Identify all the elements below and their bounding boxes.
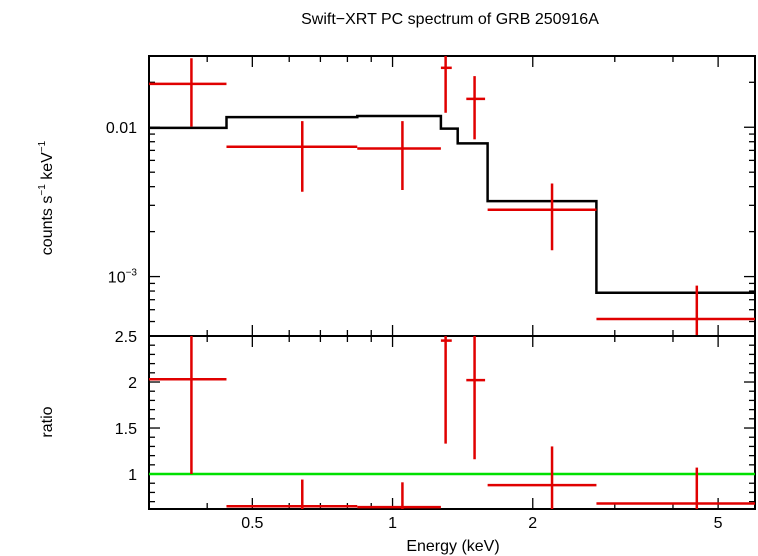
y-tick-label: 2.5 bbox=[115, 329, 137, 346]
ratio-data-point bbox=[596, 467, 755, 509]
spectrum-data-series bbox=[149, 56, 755, 336]
y-label-part: counts s bbox=[39, 196, 56, 256]
x-axis-label: Energy (keV) bbox=[406, 538, 499, 555]
spectrum-data-point bbox=[487, 183, 597, 251]
x-tick-label: 5 bbox=[714, 515, 723, 532]
x-tick-labels: 0.5 1 2 5 bbox=[241, 515, 722, 532]
model-step-line bbox=[149, 114, 755, 294]
spectrum-data-point bbox=[440, 56, 452, 113]
ratio-data-point bbox=[226, 479, 358, 509]
spectrum-data-point bbox=[596, 285, 755, 336]
ratio-data-point bbox=[149, 336, 227, 475]
ratio-axis-ticks bbox=[148, 335, 756, 509]
y-tick-label: 0.01 bbox=[106, 120, 137, 137]
y-tick-label-base: 10 bbox=[108, 270, 126, 287]
chart-title: Swift−XRT PC spectrum of GRB 250916A bbox=[301, 11, 599, 28]
spectrum-data-point bbox=[466, 76, 486, 140]
spectrum-y-axis-label: counts s−1 keV−1 bbox=[37, 140, 56, 255]
y-label-exponent: −1 bbox=[37, 140, 48, 152]
y-tick-label: 10−3 bbox=[108, 268, 138, 287]
ratio-data-point bbox=[466, 336, 486, 460]
spectrum-data-point bbox=[149, 58, 227, 127]
y-label-part: keV bbox=[39, 152, 56, 184]
spectrum-data-point bbox=[357, 121, 441, 190]
y-tick-label: 2 bbox=[128, 375, 137, 392]
y-label-exponent: −1 bbox=[37, 184, 48, 196]
spectrum-data-point bbox=[226, 121, 358, 192]
y-tick-label: 1 bbox=[128, 467, 137, 484]
y-tick-label: 1.5 bbox=[115, 421, 137, 438]
model-curve bbox=[149, 114, 755, 294]
ratio-data-point bbox=[357, 482, 441, 509]
x-tick-label: 2 bbox=[528, 515, 537, 532]
ratio-panel: 1 1.5 2 2.5 ratio bbox=[39, 329, 756, 510]
ratio-y-tick-labels: 1 1.5 2 2.5 bbox=[115, 329, 137, 484]
ratio-data-series bbox=[149, 336, 755, 509]
y-tick-label-exponent: −3 bbox=[126, 268, 138, 279]
spectrum-panel-frame bbox=[148, 55, 756, 337]
spectrum-y-tick-labels: 0.01 10−3 bbox=[106, 120, 138, 286]
ratio-data-point bbox=[440, 336, 452, 444]
x-tick-label: 1 bbox=[388, 515, 397, 532]
ratio-y-axis-label: ratio bbox=[39, 406, 56, 437]
ratio-data-point bbox=[487, 446, 597, 509]
ratio-panel-frame bbox=[148, 335, 756, 510]
spectrum-axis-ticks bbox=[148, 55, 756, 337]
x-tick-label: 0.5 bbox=[241, 515, 263, 532]
